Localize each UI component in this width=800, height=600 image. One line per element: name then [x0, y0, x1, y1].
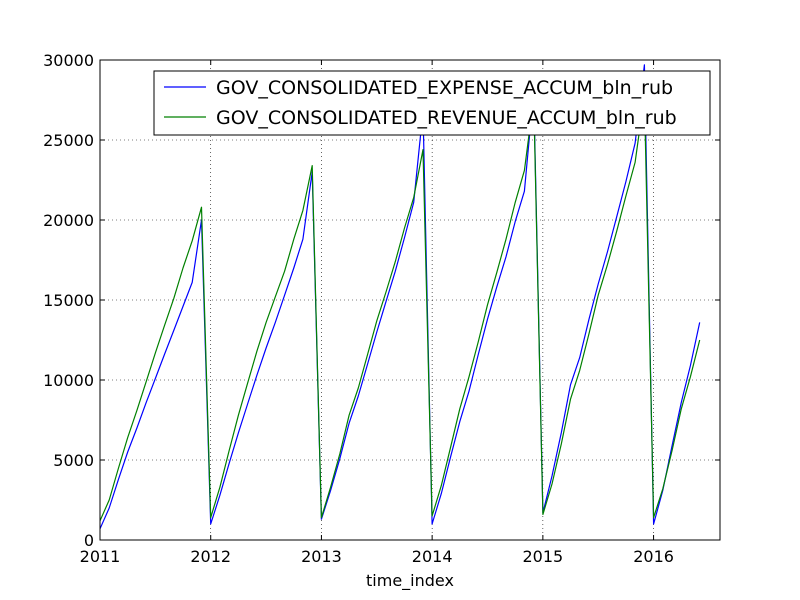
y-tick-label: 25000 [43, 131, 94, 150]
x-tick-label: 2013 [301, 547, 342, 566]
y-tick-label: 20000 [43, 211, 94, 230]
legend-label: GOV_CONSOLIDATED_REVENUE_ACCUM_bln_rub [216, 107, 677, 129]
x-axis-label: time_index [366, 571, 454, 591]
series-line-revenue [100, 94, 701, 522]
y-tick-label: 10000 [43, 371, 94, 390]
series-line-expense [100, 64, 701, 530]
x-tick-label: 2016 [633, 547, 674, 566]
series-lines [100, 64, 701, 530]
x-tick-label: 2015 [522, 547, 563, 566]
x-tick-label: 2012 [190, 547, 231, 566]
legend: GOV_CONSOLIDATED_EXPENSE_ACCUM_bln_rub GO… [153, 70, 711, 136]
x-tick-label: 2014 [412, 547, 453, 566]
y-tick-label: 30000 [43, 51, 94, 70]
x-tick-label: 2011 [80, 547, 121, 566]
axis-ticks: 2011 2012 2013 2014 2015 2016 0 5000 10000 15000 2… [43, 51, 720, 566]
legend-label: GOV_CONSOLIDATED_EXPENSE_ACCUM_bln_rub [216, 77, 673, 99]
y-tick-label: 15000 [43, 291, 94, 310]
y-tick-label: 5000 [53, 451, 94, 470]
y-tick-label: 0 [84, 531, 94, 550]
legend-box [153, 70, 711, 136]
